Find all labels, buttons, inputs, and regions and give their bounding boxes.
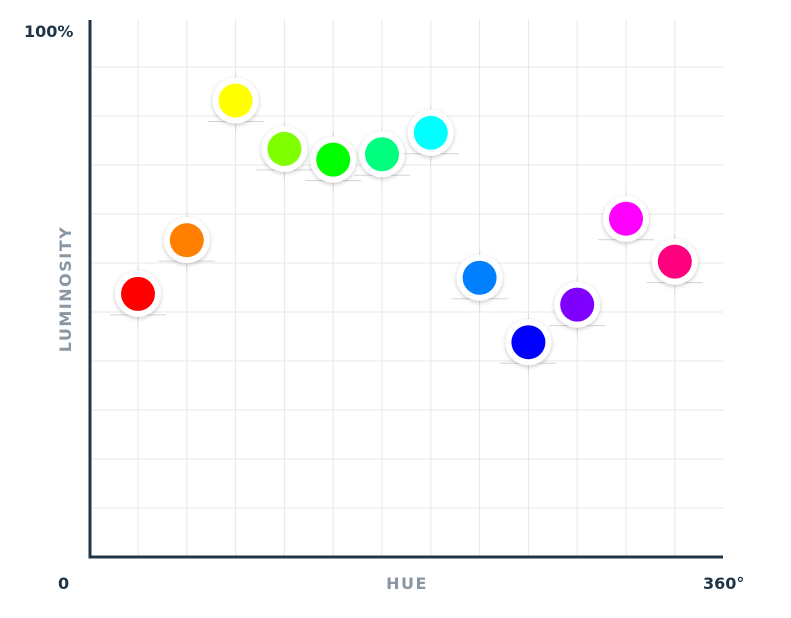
- data-point: [413, 115, 448, 150]
- data-point: [462, 260, 497, 295]
- x-axis-title: HUE: [386, 574, 428, 593]
- data-points: [110, 72, 703, 376]
- data-point: [218, 83, 253, 118]
- y-max-label: 100%: [24, 22, 73, 41]
- data-point: [609, 201, 643, 236]
- data-point: [657, 244, 692, 279]
- axes: [88, 20, 723, 559]
- data-point: [316, 142, 351, 177]
- data-point: [511, 325, 546, 360]
- x-max-label: 360°: [703, 574, 744, 593]
- data-point: [121, 276, 155, 311]
- data-point: [560, 287, 595, 322]
- data-point: [365, 137, 399, 172]
- data-point: [267, 131, 302, 166]
- y-axis-title: LUMINOSITY: [56, 226, 75, 352]
- data-point: [169, 223, 204, 258]
- x-min-label: 0: [58, 574, 69, 593]
- grid: [90, 20, 723, 557]
